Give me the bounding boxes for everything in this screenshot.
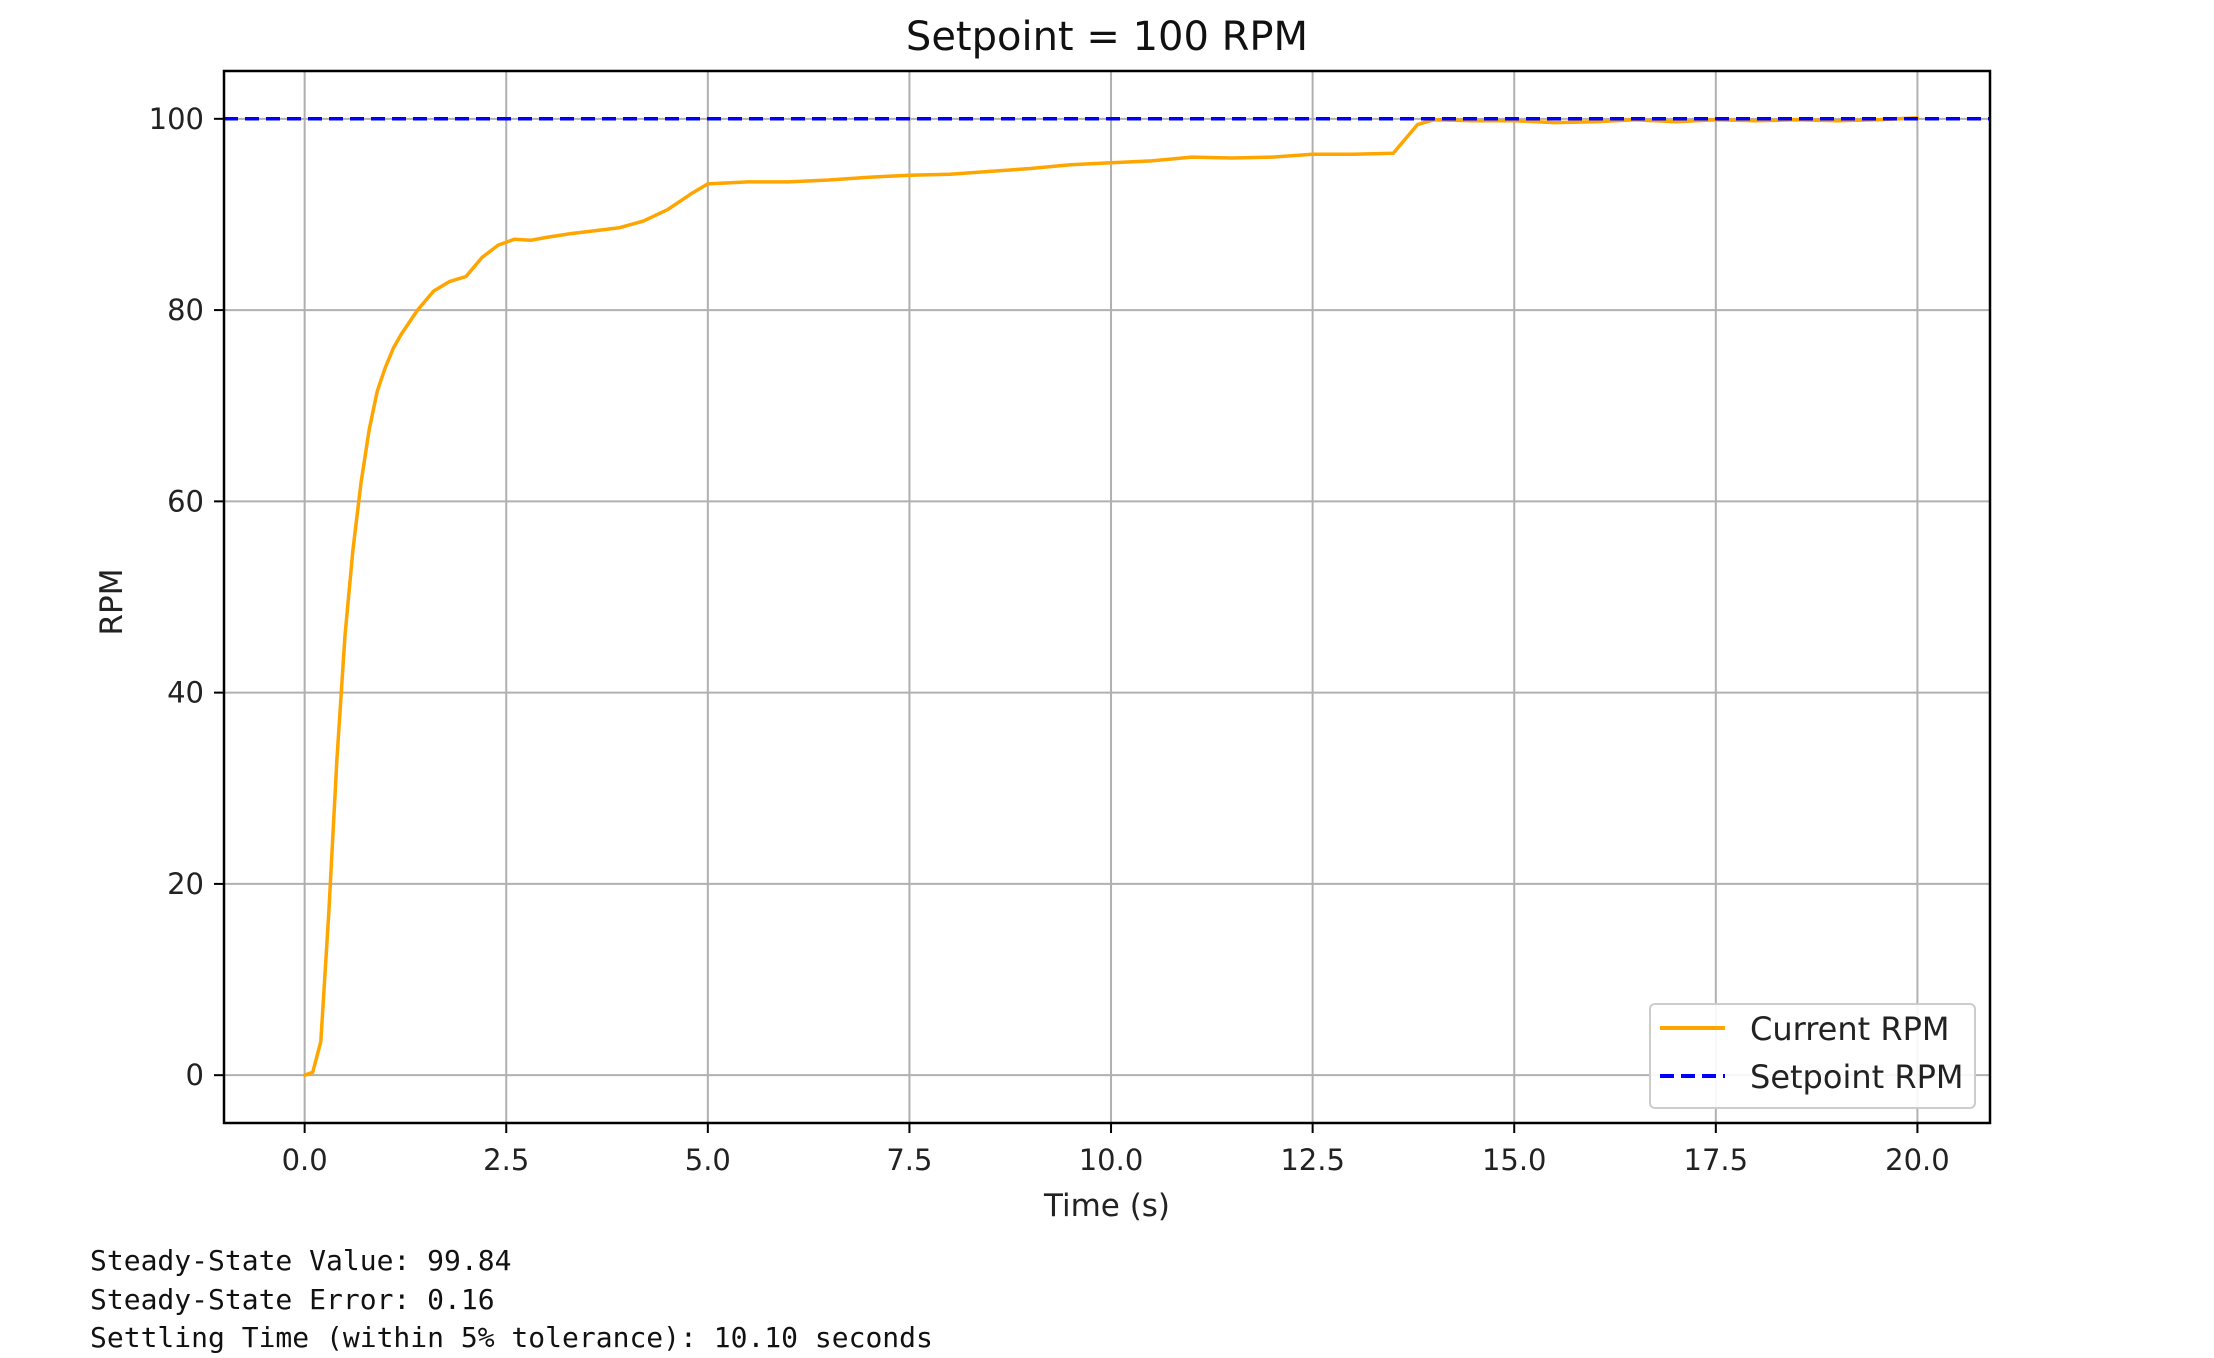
chart-title: Setpoint = 100 RPM <box>906 14 1308 60</box>
y-tick-label: 20 <box>167 867 204 901</box>
y-tick-label: 60 <box>167 484 204 518</box>
stats-output: Steady-State Value: 99.84 Steady-State Er… <box>90 1242 933 1358</box>
legend: Current RPM Setpoint RPM <box>1649 1003 1976 1109</box>
legend-box <box>1649 1003 1976 1109</box>
x-tick-label: 10.0 <box>1079 1143 1144 1177</box>
steady-state-error-text: Steady-State Error: 0.16 <box>90 1282 495 1316</box>
x-tick-label: 2.5 <box>483 1143 529 1177</box>
y-tick-label: 0 <box>186 1058 204 1092</box>
x-tick-label: 5.0 <box>685 1143 731 1177</box>
x-tick-label: 15.0 <box>1482 1143 1547 1177</box>
y-axis-label: RPM <box>94 569 130 636</box>
steady-state-value-text: Steady-State Value: 99.84 <box>90 1244 512 1277</box>
x-tick-label: 12.5 <box>1280 1143 1345 1177</box>
y-tick-label: 100 <box>149 102 204 136</box>
legend-label-setpoint-rpm: Setpoint RPM <box>1750 1058 1963 1096</box>
grid-lines <box>224 71 1990 1123</box>
x-tick-label: 7.5 <box>886 1143 932 1177</box>
legend-label-current-rpm: Current RPM <box>1750 1010 1950 1048</box>
x-axis-label: Time (s) <box>1043 1188 1170 1224</box>
settling-time-text: Settling Time (within 5% tolerance): 10.… <box>90 1321 933 1354</box>
y-tick-label: 80 <box>167 293 204 327</box>
axis-ticks: 0.0 2.5 5.0 7.5 10.0 12.5 15.0 17.5 20.0 0 20 40 60 8… <box>149 102 1950 1177</box>
x-tick-label: 20.0 <box>1885 1143 1950 1177</box>
series-lines <box>224 116 1990 1077</box>
x-tick-label: 17.5 <box>1684 1143 1749 1177</box>
y-tick-label: 40 <box>167 676 204 710</box>
plot-area-frame <box>222 69 1992 1125</box>
series-line-current-rpm <box>302 116 1920 1077</box>
x-tick-label: 0.0 <box>282 1143 328 1177</box>
